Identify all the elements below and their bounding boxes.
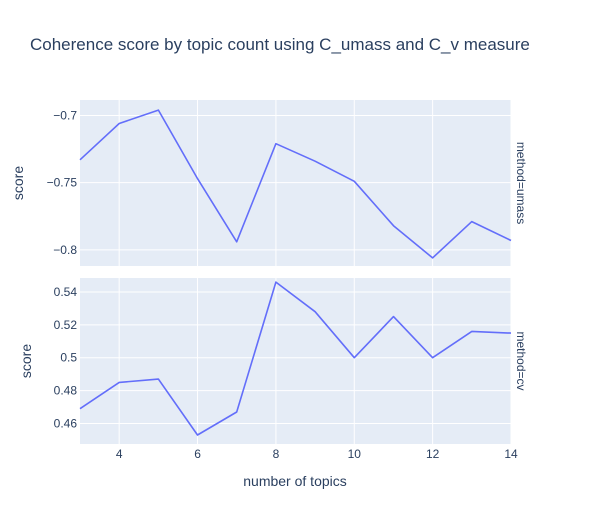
y-tick-label: 0.52 bbox=[54, 318, 78, 332]
x-tick-label: 10 bbox=[348, 447, 362, 461]
y-tick-label: −0.7 bbox=[53, 108, 77, 122]
y-axis-title: score bbox=[18, 344, 34, 378]
x-tick-label: 14 bbox=[504, 447, 518, 461]
series-line bbox=[79, 109, 512, 259]
y-tick-label: 0.48 bbox=[54, 384, 78, 398]
panel-1: 0.46 0.48 0.5 0.52 0.54 score method=cv bbox=[18, 278, 528, 444]
x-axis: 4 6 8 10 12 14 bbox=[116, 447, 518, 461]
y-tick-label: 0.46 bbox=[54, 416, 78, 430]
y-axis-title: score bbox=[10, 166, 26, 200]
facet-label: method=cv bbox=[514, 331, 528, 390]
x-tick-label: 12 bbox=[426, 447, 440, 461]
y-tick-label: −0.75 bbox=[47, 176, 78, 190]
y-tick-label: −0.8 bbox=[53, 243, 77, 257]
y-tick-label: 0.54 bbox=[54, 285, 78, 299]
plot-background bbox=[80, 278, 511, 444]
chart-title: Coherence score by topic count using C_u… bbox=[30, 35, 530, 54]
panel-0: −0.7 −0.75 −0.8 score method=umass bbox=[10, 100, 528, 266]
x-axis-title: number of topics bbox=[243, 473, 347, 489]
x-tick-label: 4 bbox=[116, 447, 123, 461]
series-line bbox=[79, 281, 512, 436]
x-tick-label: 6 bbox=[194, 447, 201, 461]
facet-label: method=umass bbox=[514, 142, 528, 224]
x-tick-label: 8 bbox=[273, 447, 280, 461]
y-tick-label: 0.5 bbox=[60, 351, 77, 365]
